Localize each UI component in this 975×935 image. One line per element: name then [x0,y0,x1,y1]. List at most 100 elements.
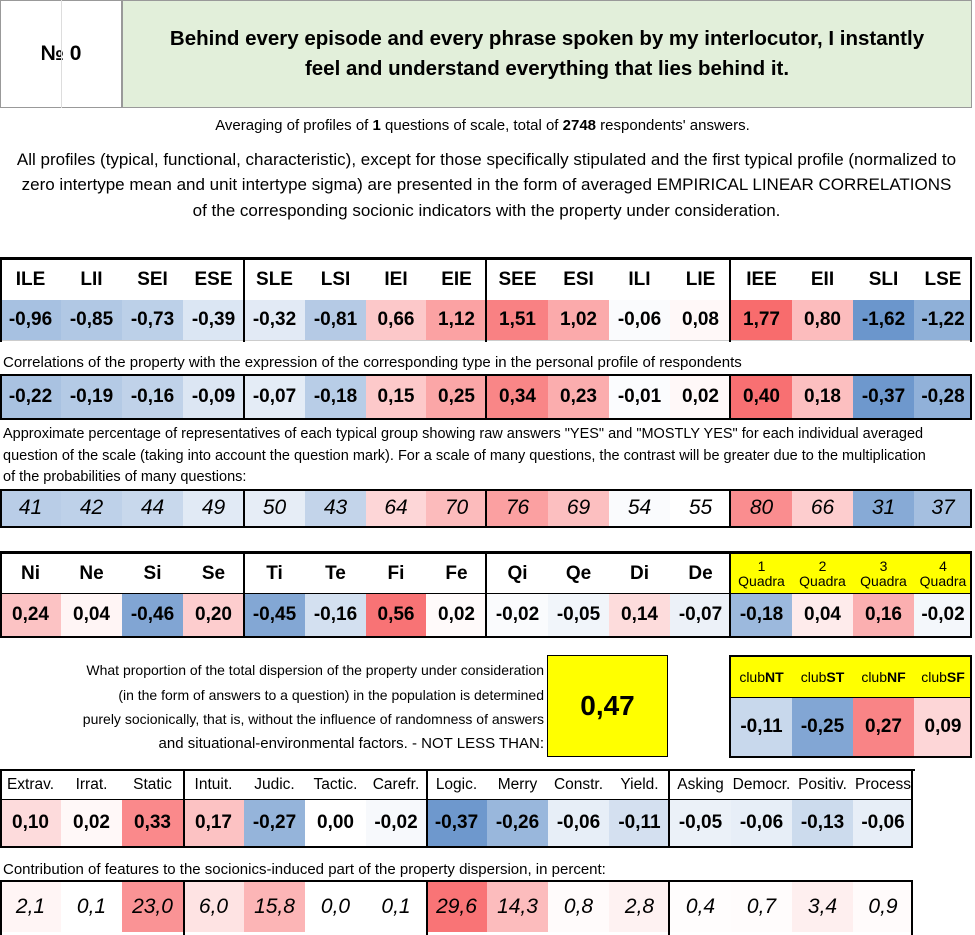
club-header: club NT [731,656,792,698]
quadra-header: 1 Quadra [731,554,792,593]
trait-contribution-cell: 0,9 [853,882,913,932]
type-correlation-cell: -0,28 [914,376,972,418]
club-prefix: club [800,669,827,685]
quadra-number: 1 [757,557,766,574]
type-percent-cell: 41 [0,490,61,526]
type-header: ESE [194,269,233,290]
trait-cell: 0,00 [305,800,366,846]
club-name: ST [826,669,845,685]
function-cell: -0,45 [244,594,305,636]
type-percent-cell: 42 [61,490,122,526]
trait-header: Positiv. [798,776,847,793]
type-header: SLI [868,269,899,290]
group-divider [0,260,2,342]
traits-top-border [0,769,915,771]
type-profile-cell: -0,81 [305,300,366,341]
averaging-middle: questions of scale, total of [380,116,563,134]
club-prefix: club [861,669,887,685]
averaging-suffix: respondents' answers. [596,116,750,134]
function-cell: 0,02 [426,594,487,636]
group-divider [970,655,972,758]
trait-cell: -0,11 [609,800,670,846]
function-header: Qi [507,562,528,584]
type-correlation-cell: -0,19 [61,376,122,418]
group-divider [243,554,245,638]
function-header: Ni [21,562,40,584]
trait-contribution-cell: 14,3 [487,882,548,932]
type-header: LII [80,269,103,290]
type-percent-cell: 76 [487,490,548,526]
trait-header: Merry [497,776,538,793]
trait-cell: 0,02 [61,800,122,846]
averaging-prefix: Averaging of profiles of [215,116,373,134]
row-divider [0,846,913,848]
club-header: club SF [914,656,972,698]
trait-header: Irrat. [75,776,108,793]
trait-header: Logic. [435,776,478,793]
club-cell: 0,09 [914,698,972,756]
trait-contribution-cell: 0,0 [305,882,366,932]
group-divider [970,489,972,527]
group-divider [0,374,2,420]
type-header: SEI [137,269,168,290]
group-divider [183,880,185,935]
type-correlation-cell: -0,01 [609,376,670,418]
type-percent-cell: 50 [244,490,305,526]
type-header: SLE [256,269,293,290]
trait-contribution-cell: 0,1 [366,882,426,932]
function-header: Fe [445,562,468,584]
description: All profiles (typical, functional, chara… [14,146,959,224]
group-divider [485,554,487,638]
type-header: ESI [563,269,594,290]
quadra-header: 4 Quadra [914,554,972,593]
type-header: LIE [685,269,716,290]
dispersion-text: What proportion of the total dispersion … [40,658,544,758]
quadra-header: 3 Quadra [853,554,914,593]
type-profile-cell: -0,73 [122,300,183,341]
type-percent-cell: 55 [670,490,731,526]
group-divider [970,374,972,420]
type-correlation-cell: 0,34 [487,376,548,418]
trait-header: Democr. [732,776,791,793]
trait-contribution-cell: 2,1 [0,882,61,932]
quadra-header: 2 Quadra [792,554,853,593]
traits-contribution-note: Contribution of features to the sociоnic… [3,861,606,878]
trait-header: Yield. [620,776,659,793]
function-header: Se [201,562,226,584]
quadra-cell: 0,16 [853,594,914,636]
dispersion-line-4: and situational-environmental factors. -… [158,734,544,752]
quadra-number: 3 [879,557,888,574]
type-correlation-cell: 0,15 [366,376,426,418]
trait-cell: 0,10 [0,800,61,846]
question-title-cell: Behind every episode and every phrase sp… [122,0,972,108]
trait-cell: 0,33 [122,800,183,846]
group-divider [426,771,428,848]
trait-cell: -0,26 [487,800,548,846]
group-divider [970,260,972,342]
group-divider [243,374,245,420]
trait-header: Static [133,776,172,793]
group-divider [729,489,731,527]
type-correlation-cell: -0,07 [244,376,305,418]
group-divider [911,880,913,935]
group-divider [0,554,2,638]
type-header: IEE [746,269,777,290]
function-header: Te [325,562,346,584]
type-header: EIE [441,269,472,290]
club-name: SF [946,669,965,685]
quadra-cell: -0,18 [731,594,792,636]
group-divider [668,880,670,935]
trait-contribution-cell: 15,8 [244,882,305,932]
trait-contribution-cell: 6,0 [183,882,244,932]
type-percent-cell: 69 [548,490,609,526]
trait-contribution-cell: 0,8 [548,882,609,932]
type-profile-cell: 0,08 [670,300,731,341]
group-divider [426,880,428,935]
type-profile-cell: -0,06 [609,300,670,341]
trait-cell: -0,06 [548,800,609,846]
type-percent-cell: 43 [305,490,366,526]
type-correlation-cell: -0,37 [853,376,914,418]
row-divider [0,526,972,528]
dispersion-line-3: purely socionically, that is, without th… [82,711,544,727]
type-profile-cell: 0,66 [366,300,426,341]
